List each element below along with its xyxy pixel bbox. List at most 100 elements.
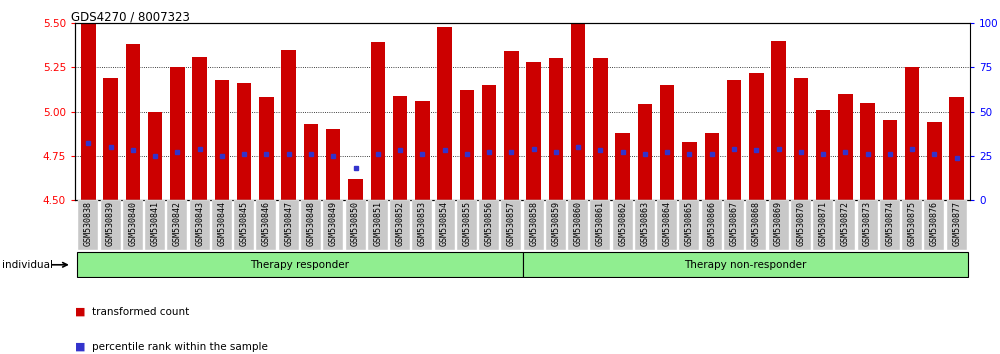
FancyBboxPatch shape [590, 200, 610, 250]
Text: GSM530877: GSM530877 [952, 201, 961, 246]
Bar [593, 58, 608, 200]
FancyBboxPatch shape [858, 200, 878, 250]
Text: GSM530853: GSM530853 [418, 201, 427, 246]
FancyBboxPatch shape [457, 200, 477, 250]
Bar [371, 42, 385, 200]
Bar [482, 85, 496, 200]
FancyBboxPatch shape [568, 200, 588, 250]
FancyBboxPatch shape [546, 200, 566, 250]
FancyBboxPatch shape [256, 200, 276, 250]
FancyBboxPatch shape [123, 200, 143, 250]
Text: GSM530846: GSM530846 [262, 201, 271, 246]
Bar [326, 129, 340, 200]
FancyBboxPatch shape [522, 252, 968, 278]
FancyBboxPatch shape [234, 200, 254, 250]
Text: GSM530865: GSM530865 [685, 201, 694, 246]
FancyBboxPatch shape [880, 200, 900, 250]
Bar [749, 73, 764, 200]
Text: GSM530845: GSM530845 [240, 201, 249, 246]
Text: GSM530871: GSM530871 [819, 201, 828, 246]
FancyBboxPatch shape [368, 200, 388, 250]
FancyBboxPatch shape [390, 200, 410, 250]
FancyBboxPatch shape [746, 200, 766, 250]
Text: GSM530839: GSM530839 [106, 201, 115, 246]
Bar [949, 97, 964, 200]
FancyBboxPatch shape [279, 200, 299, 250]
Text: GDS4270 / 8007323: GDS4270 / 8007323 [71, 10, 189, 23]
FancyBboxPatch shape [435, 200, 455, 250]
FancyBboxPatch shape [323, 200, 343, 250]
FancyBboxPatch shape [101, 200, 121, 250]
Bar [816, 110, 830, 200]
Bar [237, 83, 251, 200]
Text: GSM530852: GSM530852 [396, 201, 405, 246]
Text: GSM530851: GSM530851 [373, 201, 382, 246]
Bar [192, 57, 207, 200]
Text: GSM530872: GSM530872 [841, 201, 850, 246]
Bar [549, 58, 563, 200]
Bar [571, 14, 585, 200]
Text: GSM530849: GSM530849 [329, 201, 338, 246]
Bar [415, 101, 430, 200]
FancyBboxPatch shape [524, 200, 544, 250]
FancyBboxPatch shape [791, 200, 811, 250]
Text: GSM530861: GSM530861 [596, 201, 605, 246]
Bar [615, 133, 630, 200]
Bar [126, 44, 140, 200]
Text: GSM530844: GSM530844 [217, 201, 226, 246]
FancyBboxPatch shape [813, 200, 833, 250]
Text: percentile rank within the sample: percentile rank within the sample [92, 342, 268, 352]
FancyBboxPatch shape [835, 200, 855, 250]
Text: GSM530864: GSM530864 [663, 201, 672, 246]
Text: GSM530855: GSM530855 [462, 201, 471, 246]
Text: GSM530838: GSM530838 [84, 201, 93, 246]
Bar [927, 122, 942, 200]
Bar [304, 124, 318, 200]
Text: GSM530873: GSM530873 [863, 201, 872, 246]
FancyBboxPatch shape [947, 200, 967, 250]
Bar [259, 97, 274, 200]
Text: individual: individual [2, 260, 53, 270]
Text: GSM530876: GSM530876 [930, 201, 939, 246]
Bar [727, 80, 741, 200]
Bar [215, 80, 229, 200]
Text: GSM530868: GSM530868 [752, 201, 761, 246]
Bar [860, 103, 875, 200]
Text: GSM530854: GSM530854 [440, 201, 449, 246]
Bar [504, 51, 519, 200]
Text: GSM530860: GSM530860 [574, 201, 583, 246]
Bar [526, 62, 541, 200]
FancyBboxPatch shape [657, 200, 677, 250]
Bar [638, 104, 652, 200]
Bar [771, 41, 786, 200]
Text: GSM530874: GSM530874 [885, 201, 894, 246]
Bar [883, 120, 897, 200]
Text: GSM530847: GSM530847 [284, 201, 293, 246]
Text: GSM530869: GSM530869 [774, 201, 783, 246]
Text: GSM530856: GSM530856 [485, 201, 494, 246]
Bar [103, 78, 118, 200]
Bar [794, 78, 808, 200]
FancyBboxPatch shape [301, 200, 321, 250]
Text: GSM530857: GSM530857 [507, 201, 516, 246]
FancyBboxPatch shape [501, 200, 521, 250]
FancyBboxPatch shape [145, 200, 165, 250]
Text: GSM530862: GSM530862 [618, 201, 627, 246]
Bar [281, 50, 296, 200]
Bar [393, 96, 407, 200]
FancyBboxPatch shape [412, 200, 432, 250]
Bar [660, 85, 674, 200]
FancyBboxPatch shape [635, 200, 655, 250]
FancyBboxPatch shape [346, 200, 366, 250]
Text: GSM530858: GSM530858 [529, 201, 538, 246]
FancyBboxPatch shape [77, 252, 522, 278]
FancyBboxPatch shape [902, 200, 922, 250]
Text: GSM530866: GSM530866 [707, 201, 716, 246]
FancyBboxPatch shape [613, 200, 633, 250]
FancyBboxPatch shape [679, 200, 699, 250]
Bar [170, 67, 185, 200]
Bar [905, 67, 919, 200]
Bar [437, 27, 452, 200]
FancyBboxPatch shape [724, 200, 744, 250]
Bar [705, 133, 719, 200]
